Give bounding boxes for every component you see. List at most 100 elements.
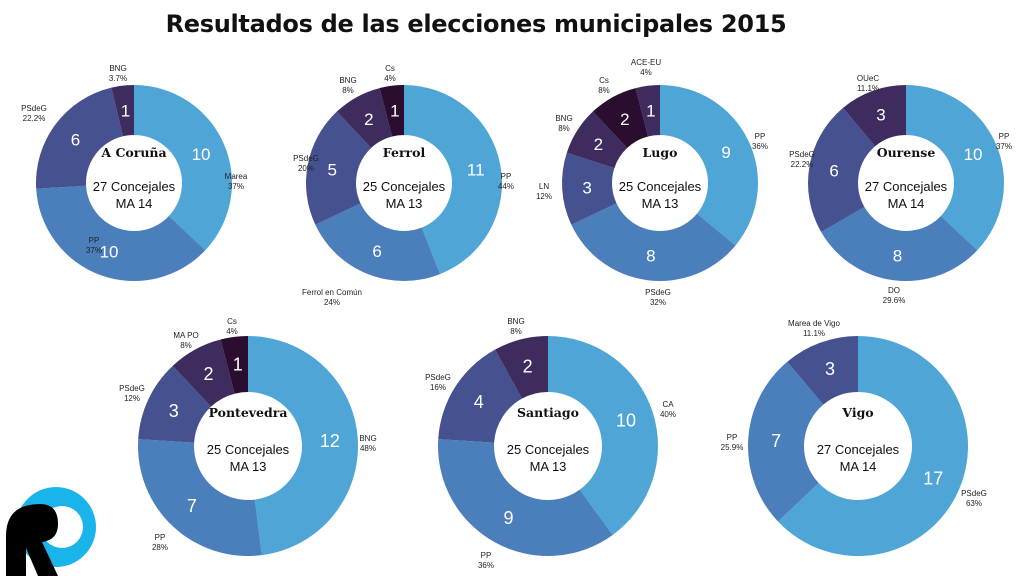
- center-line-pontevedra-2: MA 13: [230, 459, 267, 474]
- seat-label-santiago-psdeg: 4: [474, 392, 484, 412]
- party-name: PSdeG: [293, 154, 319, 163]
- party-name: Cs: [385, 64, 395, 73]
- party-percentage: 16%: [430, 383, 446, 392]
- party-percentage: 8%: [598, 86, 610, 95]
- slice-label-ourense-pp: PP 37%: [996, 132, 1012, 151]
- seat-label-ferrol-ferrol-en-comun: 6: [372, 242, 381, 261]
- slice-label-santiago-bng: BNG 8%: [507, 317, 524, 336]
- slice-label-ourense-do: DO 29.6%: [883, 286, 906, 305]
- slice-pontevedra-pp: [137, 439, 262, 556]
- slice-label-a-coruna-bng: BNG 3.7%: [109, 64, 127, 83]
- slice-label-lugo-ln: LN 12%: [536, 182, 552, 201]
- party-name: PSdeG: [119, 384, 145, 393]
- party-percentage: 22.2%: [791, 160, 814, 169]
- party-name: Ferrol en Común: [302, 288, 362, 297]
- party-name: PP: [999, 132, 1010, 141]
- slice-santiago-ca: [548, 336, 659, 535]
- party-percentage: 8%: [342, 86, 354, 95]
- seat-label-pontevedra-cs: 1: [233, 355, 243, 375]
- donut-chart-vigo: 17 PSdeG 63% 7 PP 25.9% 3 Marea de Vigo 11.1% Vig…: [721, 319, 987, 556]
- center-line-ferrol-2: MA 13: [386, 196, 423, 211]
- party-name: PSdeG: [21, 104, 47, 113]
- slice-vigo-psdeg: [777, 336, 968, 556]
- center-line-lugo-1: 25 Concejales: [619, 179, 702, 194]
- party-percentage: 12%: [124, 394, 140, 403]
- seat-label-santiago-pp: 9: [503, 508, 513, 528]
- slice-pontevedra-cs: [220, 336, 248, 394]
- slice-label-vigo-marea-de-vigo: Marea de Vigo 11.1%: [788, 319, 840, 338]
- seat-label-lugo-ln: 3: [582, 179, 591, 198]
- party-name: PSdeG: [961, 489, 987, 498]
- party-percentage: 48%: [360, 444, 376, 453]
- slice-ourense-do: [821, 207, 978, 281]
- center-line-pontevedra-1: 25 Concejales: [207, 442, 290, 457]
- party-name: Cs: [599, 76, 609, 85]
- donut-chart-santiago: 10 CA 40% 9 PP 36% 4 PSdeG 16% 2 BNG 8% Santiago 25 C…: [425, 317, 676, 570]
- slice-label-vigo-psdeg: PSdeG 63%: [961, 489, 987, 508]
- center-line-santiago-2: MA 13: [530, 459, 567, 474]
- slice-pontevedra-psdeg: [138, 365, 212, 443]
- party-percentage: 4%: [384, 74, 396, 83]
- party-percentage: 12%: [536, 192, 552, 201]
- seat-label-lugo-pp: 9: [721, 143, 730, 162]
- slice-ferrol-psdeg: [306, 111, 372, 225]
- slice-label-lugo-psdeg: PSdeG 32%: [645, 288, 671, 307]
- slice-label-pontevedra-pp: PP 28%: [152, 533, 168, 552]
- seat-label-vigo-psdeg: 17: [923, 468, 943, 488]
- party-percentage: 8%: [180, 341, 192, 350]
- slice-lugo-cs: [592, 88, 649, 149]
- seat-label-vigo-pp: 7: [771, 431, 781, 451]
- party-name: ACE-EU: [631, 58, 661, 67]
- center-line-ourense-2: MA 14: [888, 196, 925, 211]
- party-percentage: 37%: [996, 142, 1012, 151]
- donut-chart-pontevedra: 12 BNG 48% 7 PP 28% 3 PSdeG 12% 2 MA PO 8% 1 Cs 4% Pont…: [119, 317, 377, 556]
- slice-ferrol-cs: [379, 85, 404, 137]
- slice-vigo-pp: [747, 361, 824, 522]
- slice-label-ourense-psdeg: PSdeG 22.2%: [789, 150, 815, 169]
- party-name: Marea: [225, 172, 248, 181]
- slice-label-lugo-pp: PP 36%: [752, 132, 768, 151]
- party-percentage: 32%: [650, 298, 666, 307]
- party-percentage: 3.7%: [109, 74, 127, 83]
- slice-label-lugo-cs: Cs 8%: [598, 76, 610, 95]
- slice-ferrol-pp: [404, 85, 502, 275]
- seat-label-ferrol-pp: 11: [467, 160, 485, 179]
- donut-hole-pontevedra: [195, 393, 301, 499]
- seat-label-ferrol-psdeg: 5: [328, 160, 337, 179]
- seat-label-a-coruna-pp: 10: [100, 243, 119, 262]
- slice-ferrol-bng: [336, 88, 393, 149]
- party-name: BNG: [109, 64, 126, 73]
- logo-r-shape: [6, 504, 58, 576]
- party-percentage: 25.9%: [721, 443, 744, 452]
- seat-label-ourense-do: 8: [893, 247, 902, 266]
- party-name: BNG: [359, 434, 376, 443]
- donut-hole-ourense: [859, 136, 953, 230]
- party-percentage: 40%: [660, 410, 676, 419]
- party-name: Marea de Vigo: [788, 319, 840, 328]
- slice-a-coruna-marea: [134, 85, 232, 251]
- party-name: OUeC: [857, 74, 879, 83]
- seat-label-a-coruna-bng: 1: [121, 101, 130, 120]
- seat-label-pontevedra-pp: 7: [187, 496, 197, 516]
- party-name: BNG: [555, 114, 572, 123]
- slice-label-a-coruna-pp: PP 37%: [86, 236, 102, 255]
- slice-lugo-bng: [566, 111, 628, 169]
- slice-label-ferrol-ferrol-en-comun: Ferrol en Común 24%: [302, 288, 362, 307]
- seat-label-lugo-psdeg: 8: [646, 246, 655, 265]
- slice-label-ferrol-psdeg: PSdeG 20%: [293, 154, 319, 173]
- center-line-santiago-1: 25 Concejales: [507, 442, 590, 457]
- party-percentage: 36%: [752, 142, 768, 151]
- party-percentage: 63%: [966, 499, 982, 508]
- slice-a-coruna-bng: [111, 85, 134, 137]
- party-percentage: 29.6%: [883, 296, 906, 305]
- seat-label-lugo-bng: 2: [594, 135, 603, 154]
- slice-label-vigo-pp: PP 25.9%: [721, 433, 744, 452]
- party-percentage: 8%: [558, 124, 570, 133]
- r-logo-icon: [6, 487, 96, 576]
- party-percentage: 4%: [226, 327, 238, 336]
- party-name: PP: [481, 551, 492, 560]
- center-line-a-coruna-2: MA 14: [116, 196, 153, 211]
